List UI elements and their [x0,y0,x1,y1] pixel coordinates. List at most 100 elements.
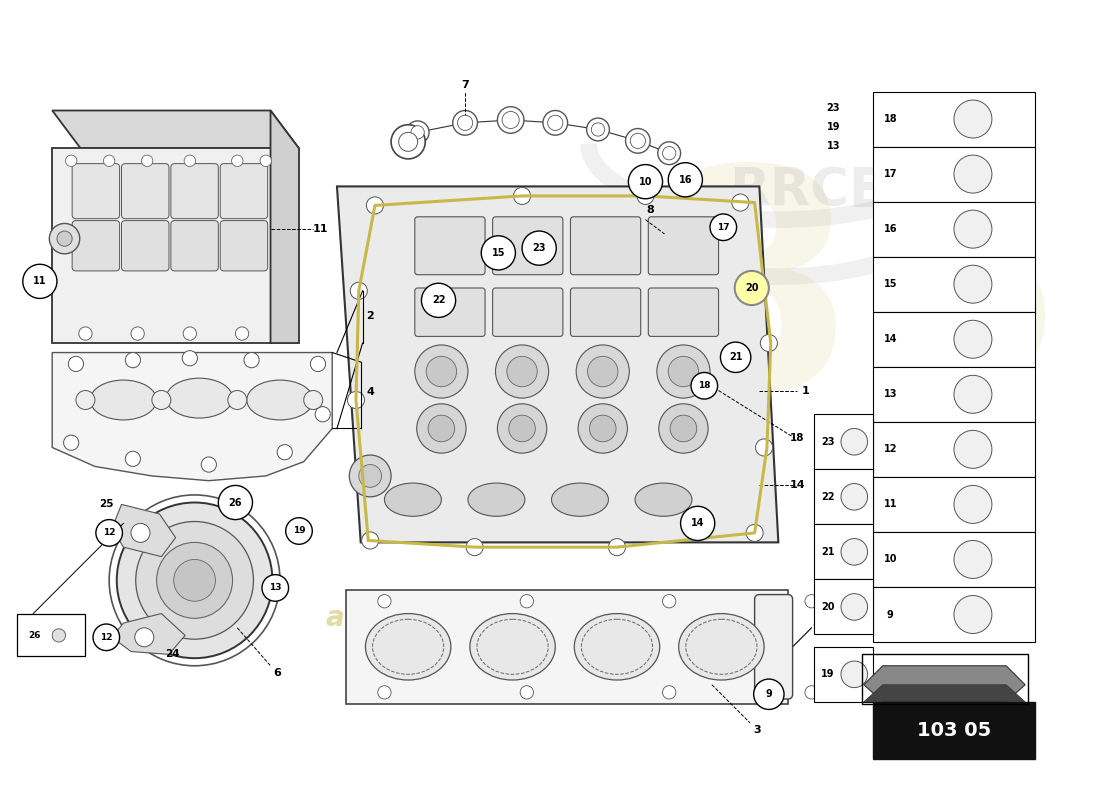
Polygon shape [112,614,185,654]
Circle shape [398,132,418,151]
Circle shape [350,282,367,299]
Ellipse shape [246,380,314,420]
Circle shape [947,686,960,699]
Circle shape [543,110,568,135]
Bar [873,146,1035,202]
Bar [873,702,1035,758]
Circle shape [954,266,992,303]
Circle shape [590,415,616,442]
Circle shape [628,165,662,198]
Text: 7: 7 [461,80,469,90]
Text: 18: 18 [883,114,898,124]
Text: 24: 24 [165,650,180,659]
Circle shape [135,628,154,646]
Circle shape [668,356,698,386]
Ellipse shape [551,483,608,516]
Circle shape [232,155,243,166]
Text: 5: 5 [813,618,821,628]
Circle shape [668,162,703,197]
Circle shape [377,686,392,699]
Text: 9: 9 [766,690,772,699]
Circle shape [125,353,141,368]
Circle shape [64,435,79,450]
Text: 17: 17 [717,222,729,232]
Text: 22: 22 [432,295,446,306]
Circle shape [520,594,534,608]
Bar [814,414,873,470]
Text: 15: 15 [492,248,505,258]
Text: 9: 9 [887,610,893,619]
Ellipse shape [470,614,556,680]
Circle shape [406,121,429,144]
Text: 11: 11 [314,224,329,234]
FancyBboxPatch shape [571,288,640,337]
Circle shape [359,465,382,487]
Circle shape [586,118,609,141]
Circle shape [125,451,141,466]
Circle shape [377,594,392,608]
Circle shape [630,134,646,149]
Circle shape [805,594,818,608]
Bar [814,646,873,702]
Circle shape [310,356,326,371]
Circle shape [954,430,992,468]
Circle shape [66,155,77,166]
Ellipse shape [166,378,232,418]
FancyBboxPatch shape [415,288,485,337]
Circle shape [662,146,675,160]
Circle shape [362,532,378,549]
Circle shape [746,524,763,542]
Text: 12: 12 [883,444,898,454]
Text: 3: 3 [754,726,761,735]
Circle shape [681,506,715,541]
Text: 4: 4 [366,387,374,398]
Circle shape [592,123,605,136]
Text: 85: 85 [641,157,1067,454]
Text: 16: 16 [679,174,692,185]
Text: RRCES: RRCES [729,165,923,217]
Circle shape [68,356,84,371]
Circle shape [277,445,293,460]
Circle shape [954,375,992,414]
Circle shape [954,100,992,138]
Circle shape [415,345,468,398]
Circle shape [428,415,454,442]
FancyBboxPatch shape [755,594,793,699]
Circle shape [842,483,868,510]
Text: 21: 21 [729,352,743,362]
FancyBboxPatch shape [170,164,218,218]
Bar [873,312,1035,366]
Text: 6: 6 [273,668,282,678]
Circle shape [117,502,273,658]
Circle shape [183,350,197,366]
Text: 11: 11 [883,499,898,510]
Text: 26: 26 [229,498,242,507]
Circle shape [502,111,519,129]
Circle shape [286,518,312,544]
Bar [873,257,1035,312]
FancyBboxPatch shape [648,217,718,274]
Ellipse shape [468,483,525,516]
Text: 8: 8 [647,205,654,215]
Text: 2: 2 [366,311,374,322]
Ellipse shape [635,483,692,516]
Circle shape [637,187,654,205]
Text: 103 05: 103 05 [916,721,991,740]
Bar [873,587,1035,642]
Text: 20: 20 [821,602,835,612]
Circle shape [954,320,992,358]
Ellipse shape [90,380,156,420]
Circle shape [720,342,751,373]
Polygon shape [864,666,1025,702]
Text: 13: 13 [883,390,898,399]
Circle shape [514,187,530,205]
Text: 21: 21 [821,547,835,557]
Circle shape [174,559,216,602]
Circle shape [509,415,536,442]
Text: 14: 14 [790,481,805,490]
Text: 26: 26 [28,631,41,640]
Circle shape [228,390,246,410]
Circle shape [735,271,769,305]
Circle shape [458,115,473,130]
Polygon shape [271,110,299,343]
